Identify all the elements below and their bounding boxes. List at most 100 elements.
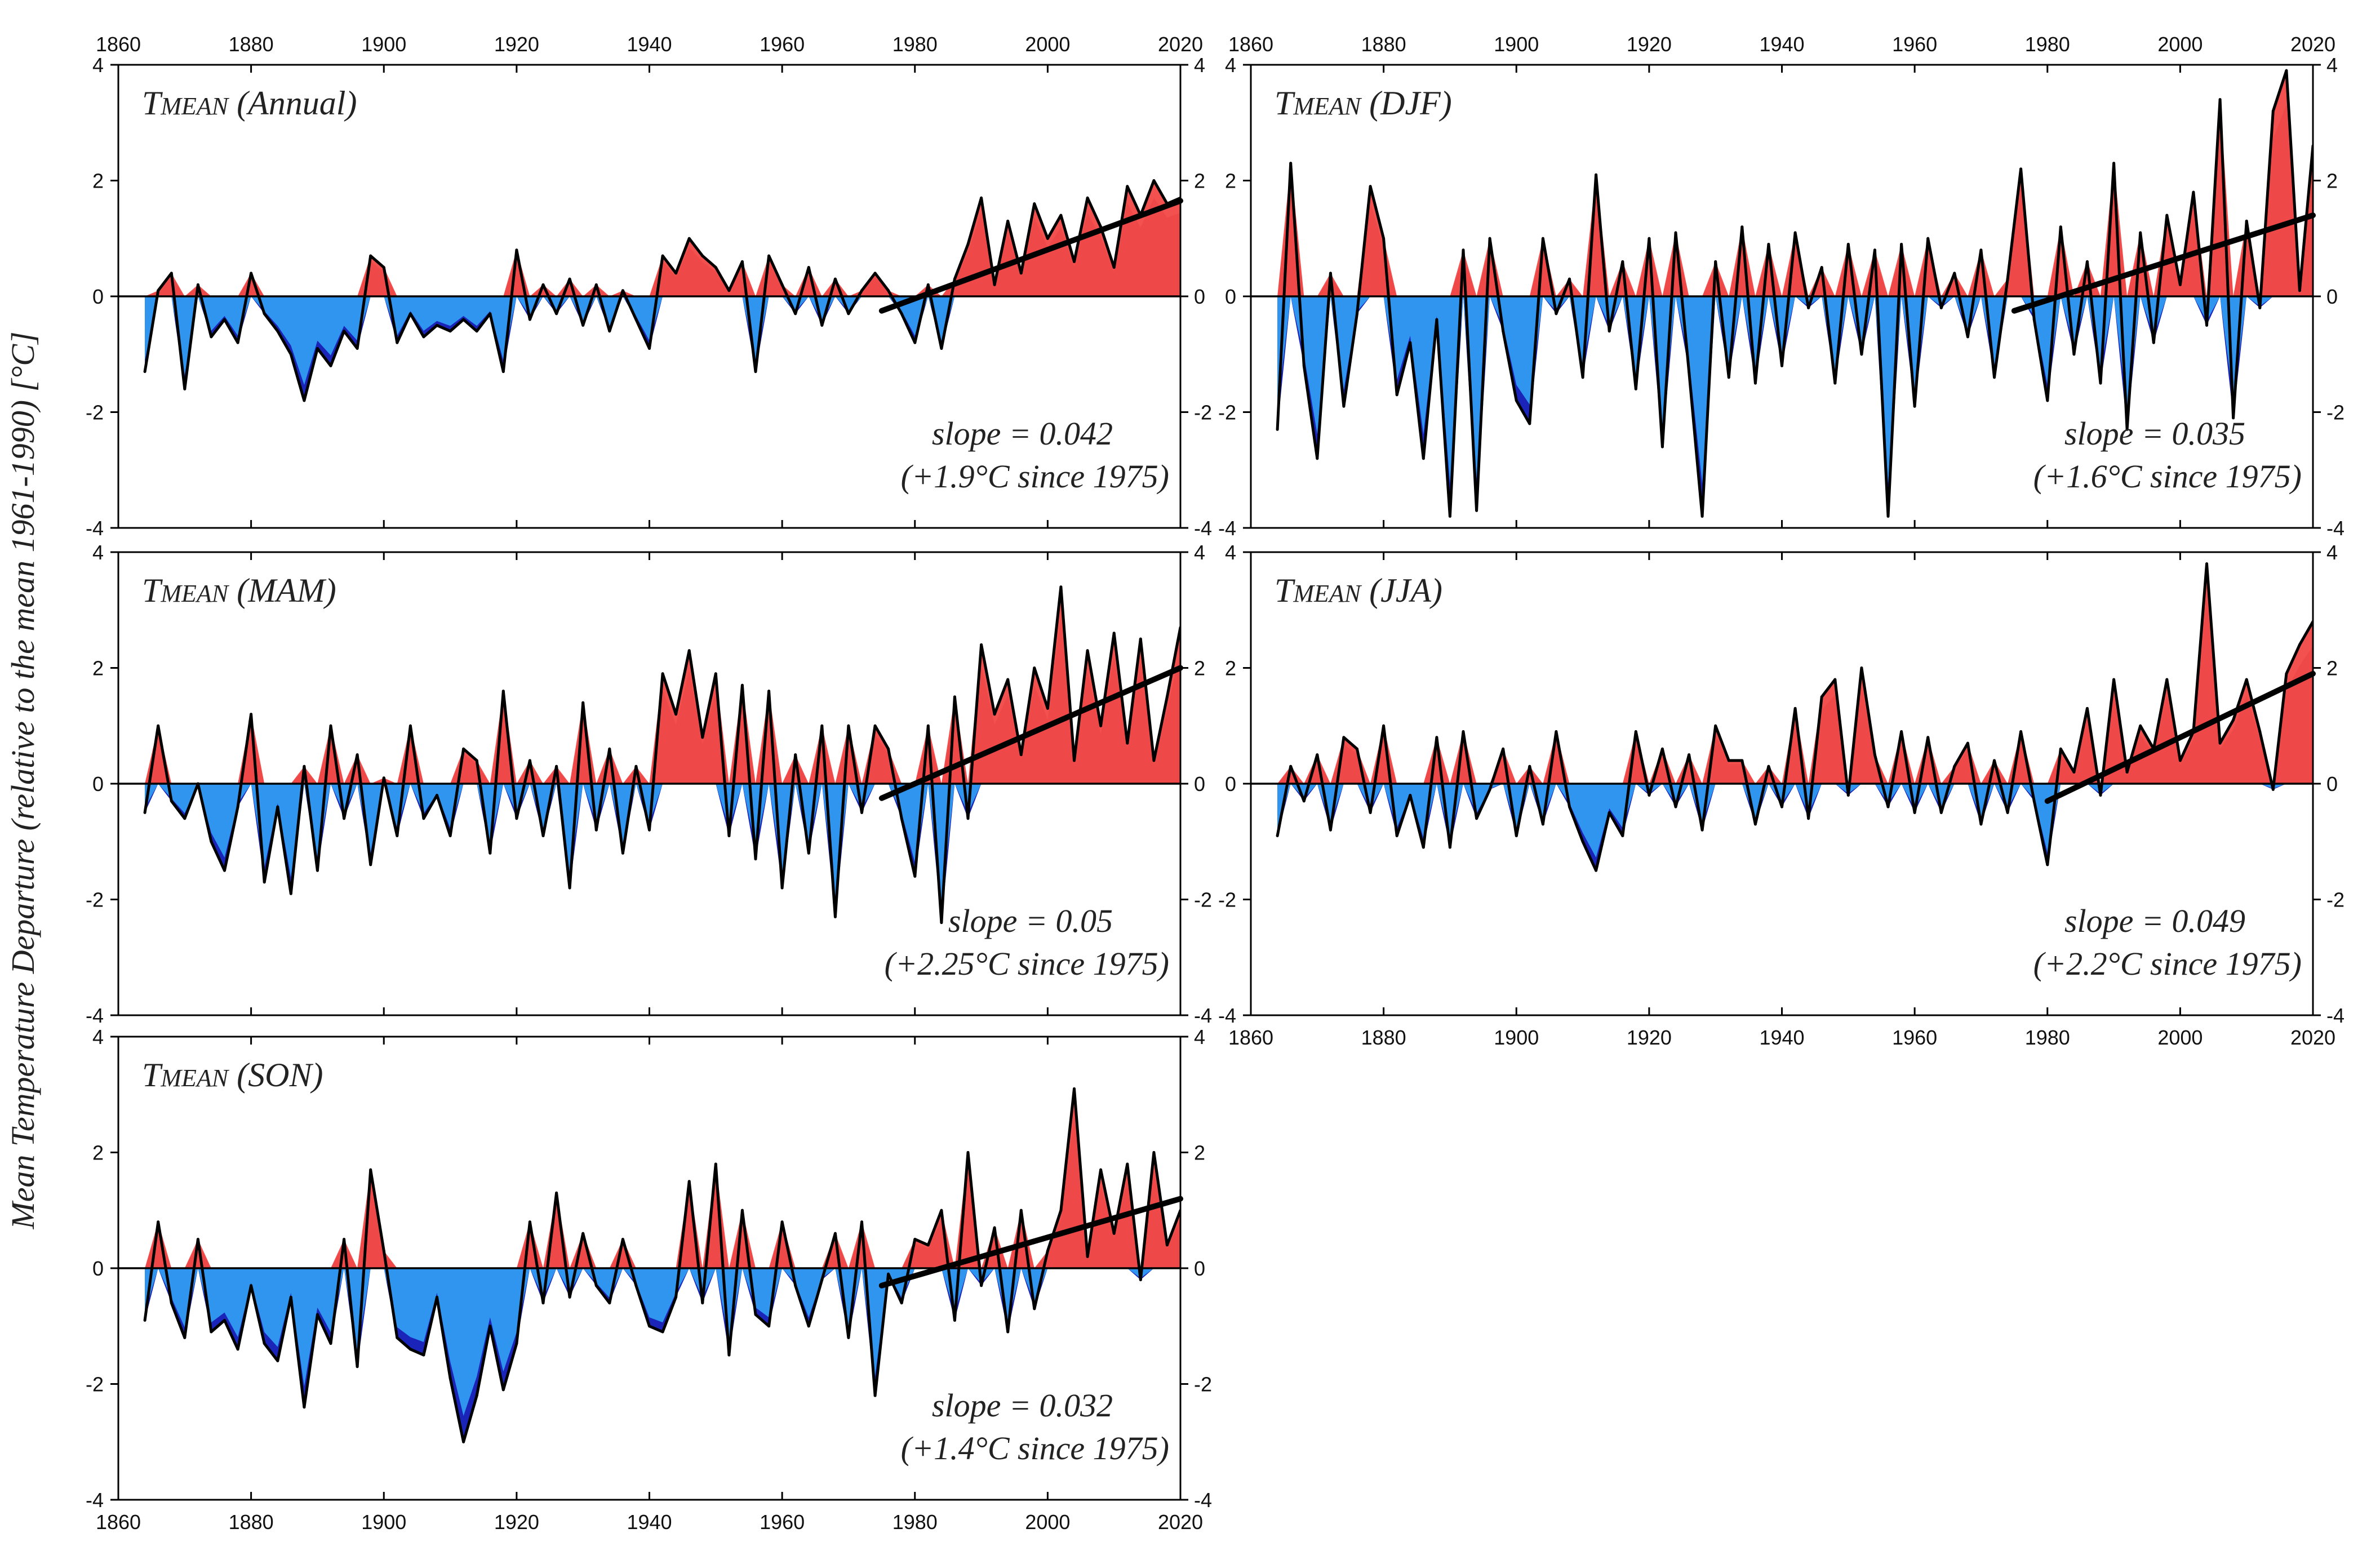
data-point: [382, 776, 385, 780]
data-point: [436, 323, 438, 327]
data-point: [329, 364, 332, 367]
data-point: [449, 1376, 452, 1380]
data-point: [754, 370, 757, 374]
data-point: [993, 713, 996, 716]
data-point: [1581, 840, 1584, 843]
data-point: [993, 283, 996, 286]
data-point: [263, 312, 266, 316]
data-point: [1886, 805, 1890, 808]
data-point: [1302, 799, 1306, 803]
data-point: [714, 672, 717, 676]
data-point: [860, 1220, 863, 1224]
data-point: [887, 1272, 890, 1276]
data-point: [1019, 753, 1023, 757]
data-point: [143, 1319, 146, 1322]
panel-title-suffix: (Annual): [228, 85, 357, 122]
plot-area: [1276, 69, 2313, 518]
x-tick-label-top: 1860: [1228, 33, 1273, 56]
data-point: [2271, 109, 2275, 113]
data-point: [940, 921, 943, 925]
y-tick-label-left: 4: [1225, 54, 1236, 77]
data-point: [1086, 649, 1089, 652]
x-tick-label-bottom: 2000: [1025, 1510, 1070, 1534]
data-point: [528, 759, 531, 762]
data-point: [2152, 341, 2155, 344]
data-point: [2205, 323, 2208, 327]
data-point: [356, 1365, 359, 1368]
data-point: [515, 248, 518, 252]
data-point: [1846, 794, 1850, 797]
data-point: [581, 323, 585, 327]
data-point: [223, 869, 226, 872]
data-point: [2218, 98, 2222, 101]
panel-mam: -4 -2 0 2 4 -4 -2 0 2 4 TMEAN (MAM) slope = 0.05 (+2…: [86, 541, 1212, 1027]
data-point: [2046, 399, 2049, 402]
data-point: [489, 851, 492, 855]
data-point: [528, 318, 531, 321]
data-point: [674, 272, 678, 275]
data-point: [1112, 632, 1116, 635]
panel-title: TMEAN (MAM): [142, 572, 336, 609]
x-tick-label-bottom: 1880: [1361, 1026, 1406, 1049]
data-point: [196, 283, 199, 286]
data-point: [1993, 376, 1996, 379]
data-point: [1780, 364, 1783, 367]
data-point: [847, 312, 850, 316]
data-point: [794, 1284, 797, 1287]
data-point: [833, 915, 837, 918]
data-point: [1966, 741, 1969, 745]
data-point: [1793, 707, 1797, 710]
y-tick-label-right: 2: [1194, 170, 1205, 193]
data-point: [2139, 724, 2142, 727]
data-point: [1753, 381, 1757, 385]
panel-title-suffix: (MAM): [228, 572, 336, 609]
data-point: [1409, 794, 1412, 797]
data-point: [1555, 730, 1558, 733]
data-point: [501, 690, 505, 693]
data-point: [1488, 788, 1491, 791]
y-tick-label-right: 0: [1194, 1257, 1205, 1280]
data-point: [727, 1353, 731, 1357]
data-point: [2072, 771, 2076, 774]
data-point: [900, 312, 903, 316]
panel-title-letter: T: [142, 572, 163, 609]
y-tick-label-right: 0: [2326, 772, 2338, 796]
data-point: [767, 1325, 771, 1328]
data-point: [489, 1325, 492, 1328]
data-point: [767, 690, 771, 693]
data-point: [648, 1325, 651, 1328]
data-point: [369, 1168, 372, 1171]
data-point: [1595, 173, 1598, 176]
data-point: [701, 254, 704, 257]
data-point: [1448, 846, 1451, 849]
since-label: (+1.6°C since 1975): [2033, 458, 2302, 495]
panel-title-suffix: (SON): [228, 1056, 323, 1094]
y-tick-label-left: -2: [86, 1373, 104, 1396]
data-point: [1342, 405, 1346, 408]
y-tick-label-right: -4: [1194, 517, 1212, 540]
since-label: (+1.4°C since 1975): [901, 1430, 1169, 1467]
data-point: [2032, 318, 2036, 321]
data-point: [820, 1278, 824, 1282]
y-tick-label-left: -4: [1218, 517, 1236, 540]
since-label: (+2.2°C since 1975): [2033, 945, 2302, 982]
y-tick-label-right: -2: [1194, 1373, 1212, 1396]
data-point: [382, 1249, 385, 1252]
data-point: [263, 881, 266, 884]
data-point: [1727, 376, 1730, 379]
data-point: [1019, 272, 1023, 275]
panel-title: TMEAN (SON): [142, 1056, 323, 1094]
data-point: [953, 695, 956, 699]
data-point: [1289, 162, 1293, 165]
data-point: [608, 1301, 611, 1305]
data-point: [1515, 399, 1518, 402]
data-point: [1395, 393, 1398, 397]
panel-title-smallcaps: MEAN: [1293, 580, 1362, 607]
data-point: [1046, 237, 1049, 240]
data-point: [475, 759, 478, 762]
data-point: [926, 724, 930, 727]
data-point: [1126, 185, 1129, 188]
trend-line: [2011, 212, 2316, 314]
data-point: [303, 1406, 306, 1409]
x-tick-label-top: 1940: [1759, 33, 1804, 56]
